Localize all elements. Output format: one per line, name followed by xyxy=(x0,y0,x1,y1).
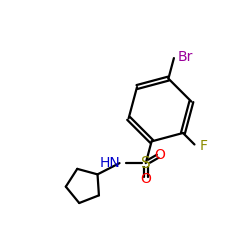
Text: F: F xyxy=(200,139,207,153)
Text: S: S xyxy=(141,156,151,171)
Text: HN: HN xyxy=(100,156,121,170)
Text: O: O xyxy=(140,172,151,186)
Text: O: O xyxy=(154,148,165,162)
Text: Br: Br xyxy=(178,50,193,64)
